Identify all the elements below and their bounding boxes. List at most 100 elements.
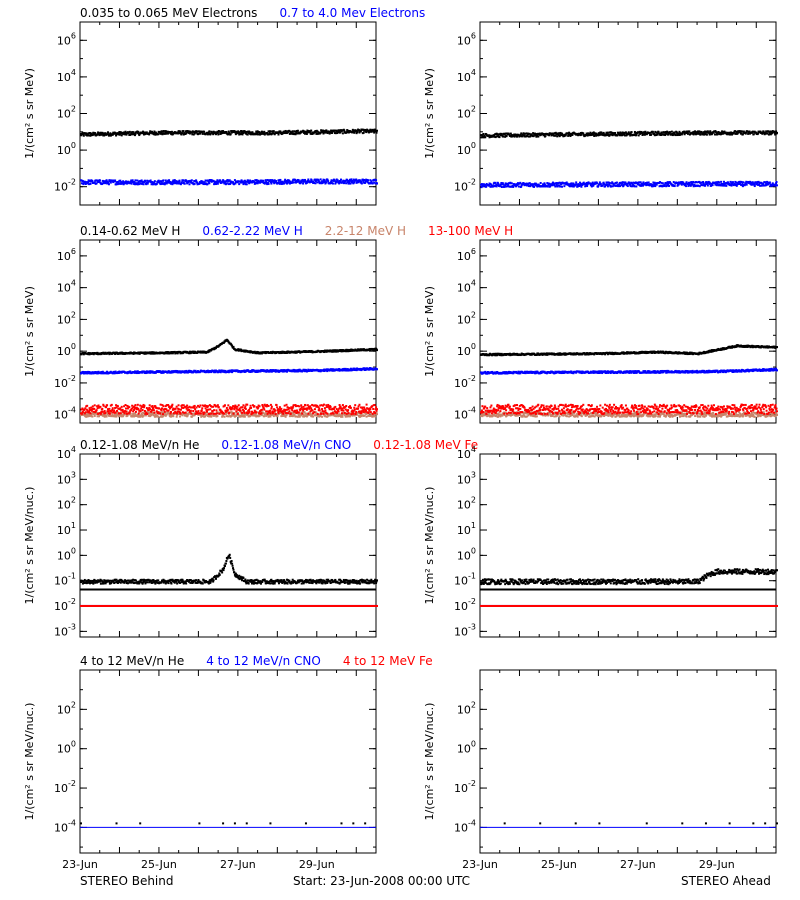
panel-1-left-title-1: 0.62-2.22 MeV H bbox=[202, 224, 302, 238]
panel-0-left-point bbox=[164, 179, 167, 182]
panel-0-right-point bbox=[701, 184, 704, 187]
panel-0-right-point bbox=[629, 132, 632, 135]
panel-0-right-point bbox=[549, 185, 552, 188]
panel-1-left-point bbox=[108, 412, 111, 415]
panel-0-left-point bbox=[234, 182, 237, 185]
panel-0-left-point bbox=[312, 180, 315, 183]
panel-1-left-point bbox=[149, 352, 152, 355]
panel-0-left-point bbox=[369, 179, 372, 182]
panel-0-right-point bbox=[733, 182, 736, 185]
panel-1-left-point bbox=[227, 340, 230, 343]
panel-0-left-point bbox=[233, 179, 236, 182]
panel-0-right-point bbox=[600, 131, 603, 134]
panel-0-right-point bbox=[617, 185, 620, 188]
panel-0-right-point bbox=[704, 133, 707, 136]
panel-0-right-point bbox=[757, 132, 760, 135]
panel-0-right-point bbox=[730, 184, 733, 187]
panel-1-left-point bbox=[226, 409, 229, 412]
panel-0-left-point bbox=[263, 130, 266, 133]
panel-0-left-point bbox=[350, 178, 353, 181]
panel-0-right-point bbox=[644, 130, 647, 133]
panel-0-right-point bbox=[585, 181, 588, 184]
panel-0-right-point bbox=[664, 131, 667, 134]
panel-0-left-point bbox=[203, 130, 206, 133]
panel-0-left-point bbox=[207, 132, 210, 135]
panel-0-left-point bbox=[200, 182, 203, 185]
panel-1-left-point bbox=[95, 352, 98, 355]
panel-0-right-point bbox=[520, 132, 523, 135]
panel-0-right-point bbox=[603, 183, 606, 186]
panel-0-left-point bbox=[267, 181, 270, 184]
panel-0-right-point bbox=[645, 184, 648, 187]
panel-0-left-point bbox=[321, 131, 324, 134]
panel-0-right-point bbox=[614, 184, 617, 187]
panel-0-left-point bbox=[151, 181, 154, 184]
panel-0-left-point bbox=[91, 133, 94, 136]
panel-0-left-point bbox=[105, 180, 108, 183]
panel-0-right-point bbox=[642, 181, 645, 184]
panel-1-left-point bbox=[208, 350, 211, 353]
panel-0-right-point bbox=[702, 180, 705, 183]
panel-0-left-point bbox=[178, 130, 181, 133]
panel-0-right-point bbox=[720, 180, 723, 183]
panel-0-right-point bbox=[706, 184, 709, 187]
panel-0-right-point bbox=[622, 184, 625, 187]
panel-0-right-ytick-label: 106 bbox=[457, 31, 476, 47]
panel-0-left-point bbox=[364, 129, 367, 132]
panel-1-left-point bbox=[88, 370, 91, 373]
panel-0-right-point bbox=[623, 183, 626, 186]
panel-0-left-point bbox=[195, 131, 198, 134]
panel-0-left-point bbox=[222, 179, 225, 182]
panel-0-right-point bbox=[731, 181, 734, 184]
panel-0-right-point bbox=[497, 183, 500, 186]
panel-0-left-point bbox=[217, 133, 220, 136]
panel-0-right-point bbox=[740, 130, 743, 133]
panel-0-right-point bbox=[560, 132, 563, 135]
panel-0-left-point bbox=[253, 181, 256, 184]
panel-0-left-point bbox=[212, 179, 215, 182]
panel-1-left-point bbox=[81, 370, 84, 373]
panel-0-right-point bbox=[529, 185, 532, 188]
panel-0-left-point bbox=[269, 179, 272, 182]
panel-0-right-point bbox=[768, 181, 771, 184]
panel-0-left-ytick-label: 102 bbox=[57, 105, 76, 121]
panel-0-right-point bbox=[718, 181, 721, 184]
panel-0-left-point bbox=[227, 133, 230, 136]
panel-1-left-point bbox=[178, 408, 181, 411]
panel-0-right-point bbox=[676, 181, 679, 184]
panel-0-right-point bbox=[759, 184, 762, 187]
panel-1-left-point bbox=[157, 415, 160, 418]
panel-0-right-point bbox=[582, 181, 585, 184]
panel-0-right-point bbox=[653, 183, 656, 186]
panel-0-left-point bbox=[286, 182, 289, 185]
panel-0-right-point bbox=[499, 183, 502, 186]
panel-0-left-point bbox=[268, 133, 271, 136]
panel-0-right-point bbox=[596, 182, 599, 185]
panel-0-right-point bbox=[608, 134, 611, 137]
panel-0-left-point bbox=[351, 179, 354, 182]
panel-1-left-point bbox=[110, 403, 113, 406]
panel-0-right-point bbox=[657, 130, 660, 133]
panel-0-left-point bbox=[109, 181, 112, 184]
panel-0-right-point bbox=[558, 132, 561, 135]
panel-0-left-point bbox=[349, 182, 352, 185]
panel-0-left-point bbox=[334, 182, 337, 185]
panel-0-right-point bbox=[501, 182, 504, 185]
panel-1-left-point bbox=[223, 341, 226, 344]
panel-0-right-point bbox=[664, 134, 667, 137]
panel-0-right-point bbox=[577, 183, 580, 186]
panel-0-right-point bbox=[752, 133, 755, 136]
panel-0-right-point bbox=[524, 132, 527, 135]
panel-1-left-point bbox=[115, 409, 118, 412]
panel-0-right-point bbox=[520, 185, 523, 188]
panel-0-left-series-1 bbox=[80, 178, 378, 186]
panel-0-right-point bbox=[528, 182, 531, 185]
panel-1-left-point bbox=[128, 406, 131, 409]
panel-1-left-point bbox=[237, 404, 240, 407]
panel-0-left-point bbox=[216, 182, 219, 185]
panel-0-left-point bbox=[94, 132, 97, 135]
panel-0-left-point bbox=[122, 180, 125, 183]
panel-0-left-point bbox=[250, 181, 253, 184]
panel-1-left-point bbox=[244, 405, 247, 408]
panel-0-left-point bbox=[331, 131, 334, 134]
